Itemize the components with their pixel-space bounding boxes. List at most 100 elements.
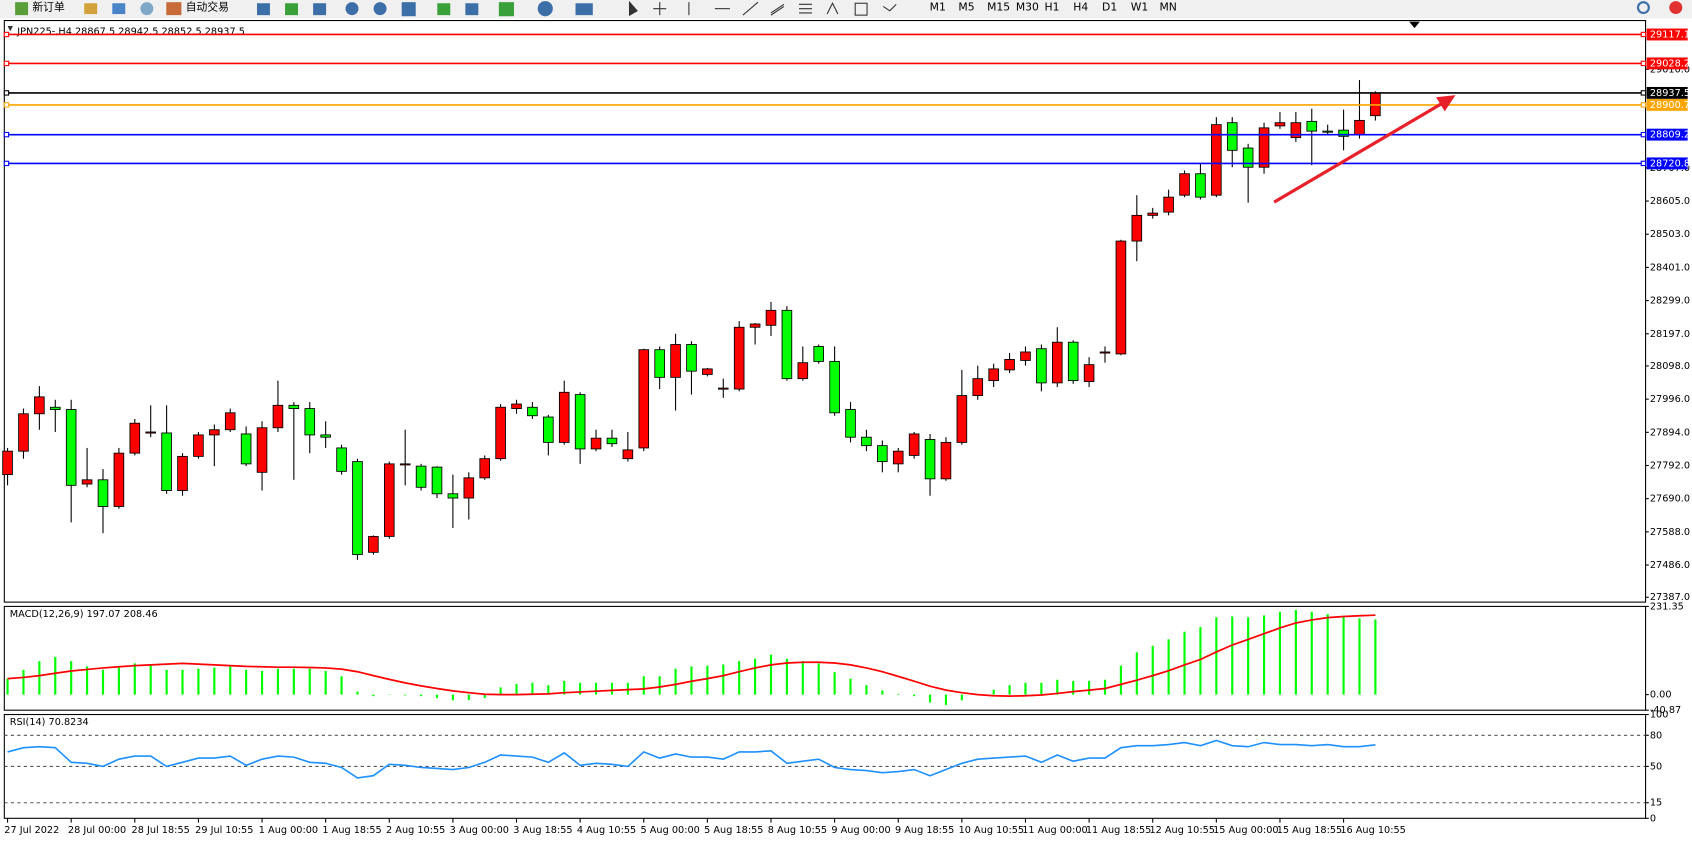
x-tick-label: 9 Aug 00:00 [831,825,890,836]
candle-body [1147,212,1159,216]
candle-body [988,368,999,382]
tool-icon[interactable] [465,3,479,16]
candle-body [956,395,968,443]
timeframe-button[interactable]: H1 [1045,1,1060,14]
auto-trading[interactable]: 自动交易 [186,0,229,14]
fibo-tool[interactable] [799,3,812,14]
candle-body [1226,122,1238,151]
tool-icon[interactable] [313,3,327,16]
level-handle [3,102,10,108]
text-tool[interactable] [826,2,839,15]
macd-panel [3,605,1647,711]
new-order-icon[interactable] [15,2,29,16]
x-tick-label: 1 Aug 18:55 [322,825,381,836]
tool-icon[interactable] [256,3,270,16]
candle-body [1322,130,1333,133]
y-tick-label: 15 [1650,798,1662,809]
candle-body [256,427,268,473]
x-tick-label: 28 Jul 18:55 [132,825,190,836]
tool-icon[interactable] [285,3,299,16]
y-tick-label: 27894.0 [1650,427,1690,438]
tool-icon[interactable] [498,2,514,17]
cursor-tool[interactable] [628,0,638,17]
x-tick-label: 3 Aug 00:00 [450,825,509,836]
chart-title: JPN225-,H4 28867.5 28942.5 28852.5 28937… [16,26,245,37]
level-handle [1640,31,1647,38]
candle-body [797,362,809,380]
candle-body [447,493,459,499]
candle-body [717,387,729,390]
new-order[interactable]: 新订单 [32,0,65,14]
candle-body [1115,240,1127,355]
candle-body [272,404,284,429]
candle-body [606,437,618,445]
x-tick-label: 15 Aug 00:00 [1213,825,1278,836]
tool-icon[interactable] [537,1,553,17]
crosshair-tool[interactable] [653,2,667,16]
toolbar-bg [0,0,1692,19]
tool-icon[interactable] [112,3,126,15]
timeframe-button[interactable]: M1 [930,1,946,14]
tool-icon[interactable] [140,2,154,16]
auto-trading-icon[interactable] [166,2,182,16]
candle-body [399,463,411,466]
candle-body [590,437,602,450]
candle-body [511,403,522,410]
macd-signal [7,614,1376,698]
tool-icon[interactable] [84,3,98,15]
candle-body [336,447,347,472]
macd-title: MACD(12,26,9) 197.07 208.46 [10,609,158,620]
candle-body [1306,120,1318,132]
timeframe-button[interactable]: M15 [987,1,1010,14]
label-tool[interactable] [854,2,868,16]
timeframe-button[interactable]: MN [1159,1,1176,14]
candle-body [415,465,427,488]
candle-body [1179,173,1190,196]
candle-body [1274,122,1286,127]
timeframe-button[interactable]: D1 [1102,1,1117,14]
level-handle [1640,60,1647,67]
x-tick-label: 1 Aug 00:00 [259,825,318,836]
notification-icon[interactable] [1669,1,1683,15]
timeframe-button[interactable]: W1 [1131,1,1149,14]
tool-icon[interactable] [401,2,416,17]
y-tick-label: 80 [1650,730,1662,741]
toolbar-icons [256,1,593,17]
candle-body [479,458,490,479]
x-tick-label: 8 Aug 10:55 [768,825,827,836]
channel-tool[interactable] [770,3,785,16]
timeframe-button[interactable]: M30 [1016,1,1039,14]
arrow-head [1436,95,1456,112]
x-tick-label: 11 Aug 18:55 [1086,825,1151,836]
y-tick-label: 29010.0 [1650,64,1690,75]
candle-body [622,449,634,460]
trendline-tool[interactable] [742,1,759,16]
candle-body [702,368,713,375]
tool-icon[interactable] [345,2,359,16]
tool-icon[interactable] [373,2,387,16]
timeframe-button[interactable]: H4 [1073,1,1088,14]
x-tick-label: 9 Aug 18:55 [895,825,954,836]
tool-icon[interactable] [437,3,451,16]
rsi-title: RSI(14) 70.8234 [10,717,89,728]
level-handle [3,131,10,138]
x-tick-label: 28 Jul 00:00 [68,825,126,836]
candle-body [129,422,141,454]
candle-body [1338,129,1349,137]
candle-body [892,450,904,465]
search-icon[interactable] [1636,1,1650,15]
candle-body [97,479,109,507]
level-handle [1640,160,1647,167]
candle-body [1036,348,1047,384]
candle-body [113,452,125,507]
candle-body [861,436,872,447]
y-tick-label: 27387.0 [1650,592,1690,603]
tool-icon[interactable] [575,3,593,16]
timeframe-button[interactable]: M5 [958,1,974,14]
y-tick-label: 28098.0 [1650,361,1690,372]
candle-body [1290,122,1302,139]
x-tick-label: 4 Aug 10:55 [577,825,636,836]
arrow-tool[interactable] [882,3,897,12]
x-tick-label: 2 Aug 10:55 [386,825,445,836]
